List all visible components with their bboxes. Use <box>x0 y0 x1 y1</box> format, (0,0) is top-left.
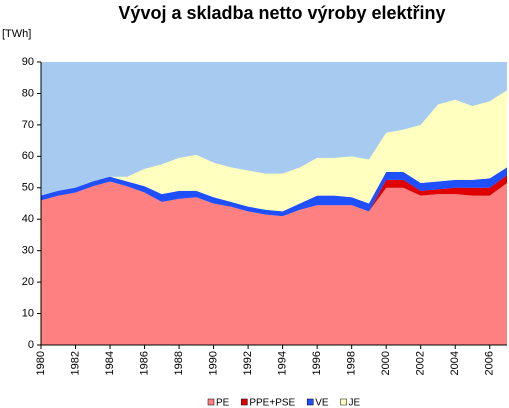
y-tick-label: 70 <box>22 119 34 131</box>
x-tick-label: 1986 <box>138 351 150 375</box>
legend-swatch <box>340 398 347 406</box>
legend-label: JE <box>349 398 361 408</box>
x-tick-label: 2004 <box>449 351 461 375</box>
x-tick-label: 1994 <box>277 351 289 375</box>
y-axis-label: [TWh] <box>2 28 31 40</box>
x-tick-label: 2002 <box>415 351 427 375</box>
y-tick-label: 50 <box>22 182 34 194</box>
x-tick-label: 1998 <box>346 351 358 375</box>
y-tick-label: 30 <box>22 245 34 257</box>
x-tick-label: 1982 <box>69 351 81 375</box>
legend-swatch <box>306 398 314 406</box>
x-tick-label: 1996 <box>311 351 323 375</box>
y-tick-label: 0 <box>28 339 34 351</box>
chart-title: Vývoj a skladba netto výroby elektřiny <box>118 3 445 23</box>
y-tick-label: 90 <box>22 56 34 68</box>
legend-label: VE <box>315 398 329 408</box>
x-tick-label: 1990 <box>207 351 219 375</box>
area <box>41 181 507 345</box>
area <box>41 175 507 217</box>
y-tick-label: 20 <box>22 276 34 288</box>
area <box>41 90 507 212</box>
x-tick-label: 1988 <box>173 351 185 375</box>
y-tick-label: 10 <box>22 307 34 319</box>
y-tick-label: 60 <box>22 150 34 162</box>
x-tick-label: 1984 <box>104 351 116 375</box>
legend-label: PE <box>216 398 230 408</box>
x-tick-label: 1992 <box>242 351 254 375</box>
legend-swatch <box>207 398 215 406</box>
y-tick-label: 40 <box>22 213 34 225</box>
area <box>41 167 507 217</box>
x-tick-label: 1980 <box>35 351 47 375</box>
x-tick-label: 2000 <box>380 351 392 375</box>
y-tick-label: 80 <box>22 87 34 99</box>
x-tick-label: 2006 <box>484 351 496 375</box>
legend-label: PPE+PSE <box>249 398 295 408</box>
legend-swatch <box>241 398 248 406</box>
